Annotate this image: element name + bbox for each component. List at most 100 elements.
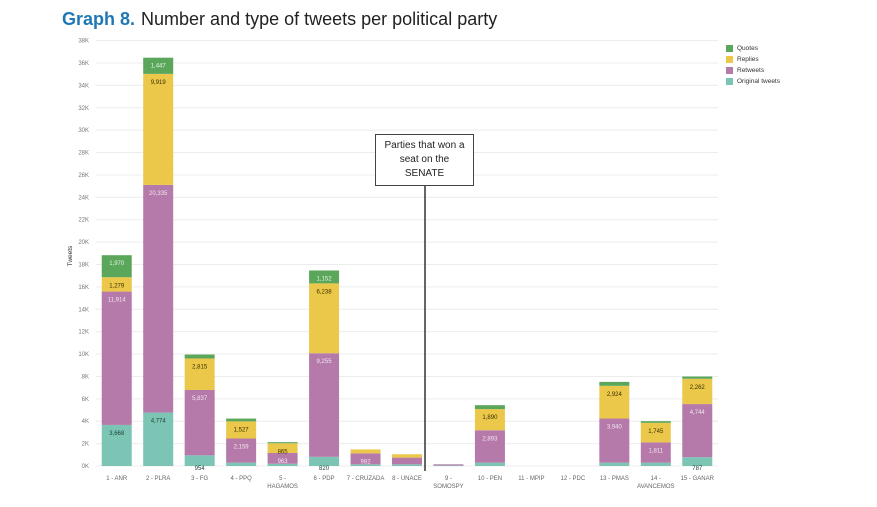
x-tick-label: 7 - CRUZADA xyxy=(347,476,385,482)
bar-value-label: 1,152 xyxy=(317,276,333,282)
bar-stacks: 3,668 11,914 1,279 1,970 4,774 20,335 9,919 1,4… xyxy=(101,57,713,472)
bar-value-label: 2,924 xyxy=(607,392,623,398)
bar-segment xyxy=(640,462,671,466)
bar-segment xyxy=(143,412,174,466)
bar-segment xyxy=(309,270,340,284)
bar-segment xyxy=(184,389,215,456)
y-tick-label: 32K xyxy=(78,106,89,112)
bar-segment xyxy=(392,454,422,458)
y-tick-label: 26K xyxy=(78,173,89,179)
x-tick-label: 15 - GANAR xyxy=(681,476,715,482)
bar-segment xyxy=(599,385,630,419)
bar-value-label: 2,159 xyxy=(234,444,250,450)
x-tick-label: SOMOSPY xyxy=(433,484,463,490)
bar-value-label: 820 xyxy=(319,466,330,472)
bar-segment xyxy=(143,184,174,413)
bar-value-label: 9,255 xyxy=(317,359,333,365)
bar-value-label: 1,811 xyxy=(649,448,664,454)
bar-segment xyxy=(226,418,257,422)
legend-swatch xyxy=(726,77,733,85)
y-axis-label: Tweets xyxy=(67,245,74,266)
y-tick-label: 16K xyxy=(78,285,89,291)
bar-segment xyxy=(101,277,132,292)
bar-value-label: 4,774 xyxy=(151,419,167,425)
bar-segment xyxy=(474,430,505,463)
y-tick-label: 28K xyxy=(78,151,89,157)
bar-value-label: 1,970 xyxy=(109,261,125,267)
bar-segment xyxy=(101,291,132,425)
legend-label: Original tweets xyxy=(737,77,780,85)
y-tick-label: 22K xyxy=(78,218,89,224)
bar-value-label: 3,668 xyxy=(109,431,125,437)
bar-value-label: 5,837 xyxy=(192,396,208,402)
bar-segment xyxy=(682,404,713,458)
bar-segment xyxy=(392,457,422,465)
bar-segment xyxy=(309,456,340,466)
y-tick-label: 8K xyxy=(82,374,89,380)
x-tick-label: 10 - PEN xyxy=(478,476,502,482)
y-tick-label: 12K xyxy=(78,330,89,336)
y-tick-label: 36K xyxy=(78,61,89,67)
bar-segment xyxy=(226,462,257,466)
legend-item: Replies xyxy=(726,54,759,64)
x-tick-label: 11 - MPIP xyxy=(518,476,544,482)
bar-segment xyxy=(599,462,630,466)
bar-value-label: 2,815 xyxy=(192,364,208,370)
senate-annotation-box: Parties that won a seat on the SENATE xyxy=(375,134,474,186)
bar-segment xyxy=(682,376,713,379)
bar-value-label: 1,279 xyxy=(109,283,125,289)
bar-segment xyxy=(101,424,132,466)
bar-segment xyxy=(184,455,215,466)
x-tick-label: HAGAMOS xyxy=(267,484,298,490)
bar-segment xyxy=(267,463,298,466)
bar-segment xyxy=(350,453,381,465)
graph-title-text: Number and type of tweets per political … xyxy=(141,9,498,29)
y-tick-label: 24K xyxy=(78,195,89,201)
bar-value-label: 9,919 xyxy=(151,80,167,86)
bar-value-label: 787 xyxy=(692,466,703,472)
x-tick-label: 9 - xyxy=(445,476,452,482)
x-tick-label: 3 - FG xyxy=(191,476,208,482)
bar-value-label: 1,890 xyxy=(482,415,498,421)
bar-segment xyxy=(350,464,381,466)
y-tick-label: 20K xyxy=(78,240,89,246)
y-tick-label: 18K xyxy=(78,263,89,269)
x-tick-label: 1 - ANR xyxy=(106,476,128,482)
bar-segment xyxy=(267,443,298,453)
x-tick-label: 12 - PDC xyxy=(561,476,586,482)
bar-segment xyxy=(433,465,464,466)
bar-segment xyxy=(350,449,381,454)
bar-segment xyxy=(599,418,630,463)
bar-segment xyxy=(433,464,464,466)
x-tick-label: 5 - xyxy=(279,476,286,482)
y-tick-label: 38K xyxy=(78,39,89,45)
bar-segment xyxy=(184,354,215,359)
legend-label: Retweets xyxy=(737,66,765,74)
bar-segment xyxy=(640,422,671,443)
legend-swatch xyxy=(726,66,733,74)
y-tick-label: 2K xyxy=(82,442,89,448)
legend-label: Quotes xyxy=(737,44,758,52)
x-tick-label: AVANCEMOS xyxy=(637,484,674,490)
bar-segment xyxy=(640,442,671,463)
bar-value-label: 3,940 xyxy=(607,425,623,431)
bar-value-label: 1,527 xyxy=(234,427,250,433)
bar-segment xyxy=(474,409,505,431)
y-axis-ticks: 0K 2K 4K 6K 8K 10K 12K 14K 16K 18K 20K 22K 24K 26K 28K… xyxy=(78,39,89,470)
bar-segment xyxy=(640,421,671,423)
x-tick-label: 8 - UNACE xyxy=(392,476,422,482)
x-tick-label: 2 - PLRA xyxy=(146,476,170,482)
bar-segment xyxy=(184,358,215,390)
y-tick-label: 34K xyxy=(78,83,89,89)
bar-segment xyxy=(267,442,298,444)
graph-number: Graph 8. xyxy=(62,9,136,29)
bar-value-label: 963 xyxy=(278,459,289,465)
bar-segment xyxy=(474,462,505,466)
legend-swatch xyxy=(726,44,733,52)
chart-title: Graph 8. Number and type of tweets per po… xyxy=(62,9,497,30)
bar-segment xyxy=(392,464,422,466)
bar-value-label: 20,335 xyxy=(149,191,168,197)
y-tick-label: 30K xyxy=(78,128,89,134)
x-axis-ticks: 1 - ANR 2 - PLRA 3 - FG 4 - PPQ 5 - HAGAMOS 6 … xyxy=(106,476,714,490)
y-tick-label: 0K xyxy=(82,464,89,470)
